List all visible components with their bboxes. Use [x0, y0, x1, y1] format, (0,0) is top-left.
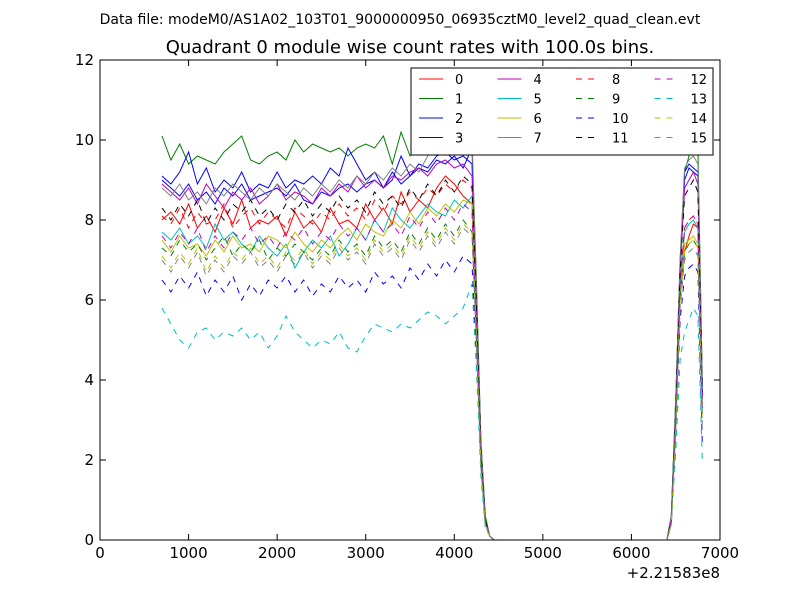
x-tick-label: 1000	[169, 544, 207, 562]
x-tick-label: 6000	[612, 544, 650, 562]
legend-label-7: 7	[534, 132, 542, 147]
legend-label-10: 10	[612, 112, 629, 127]
y-tick-label: 10	[75, 131, 94, 149]
legend-box	[410, 67, 714, 156]
series-line-9	[161, 219, 703, 541]
x-tick-label: 7000	[701, 544, 739, 562]
legend-label-5: 5	[534, 93, 542, 108]
chart-title: Quadrant 0 module wise count rates with …	[166, 37, 655, 58]
legend-label-15: 15	[691, 132, 708, 147]
y-tick-label: 2	[84, 451, 94, 469]
y-tick-label: 0	[84, 531, 94, 549]
legend-label-3: 3	[455, 132, 463, 147]
legend-label-13: 13	[691, 93, 708, 108]
legend-label-1: 1	[455, 93, 463, 108]
y-tick-label: 4	[84, 371, 94, 389]
legend-label-11: 11	[612, 132, 629, 147]
legend-label-9: 9	[612, 93, 620, 108]
x-tick-label: 2000	[258, 544, 296, 562]
legend-label-14: 14	[691, 112, 708, 127]
y-tick-label: 12	[75, 51, 94, 69]
y-tick-label: 8	[84, 211, 94, 229]
legend-label-2: 2	[455, 112, 463, 127]
x-tick-label: 5000	[524, 544, 562, 562]
x-axis-offset-label: +2.21583e8	[627, 564, 720, 582]
x-tick-label: 0	[95, 544, 105, 562]
legend-label-0: 0	[455, 73, 463, 88]
legend-label-8: 8	[612, 73, 620, 88]
legend-label-6: 6	[534, 112, 542, 127]
legend-label-4: 4	[534, 73, 542, 88]
y-tick-label: 6	[84, 291, 94, 309]
x-tick-label: 4000	[435, 544, 473, 562]
legend-label-12: 12	[691, 73, 708, 88]
x-tick-label: 3000	[347, 544, 385, 562]
data-file-label: Data file: modeM0/AS1A02_103T01_90000009…	[100, 12, 701, 28]
